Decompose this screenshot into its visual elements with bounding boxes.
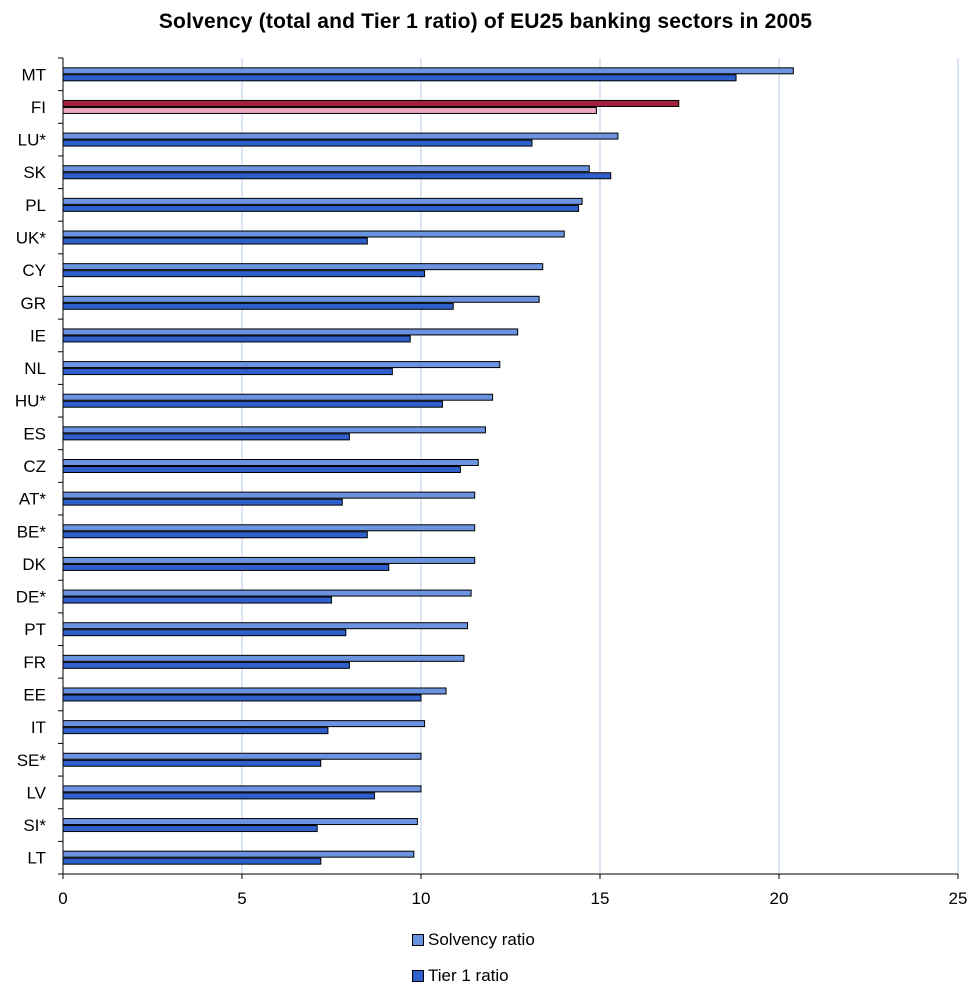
y-tick-label-CZ: CZ [23,457,46,476]
axis-layer [58,57,959,879]
legend-swatch-tier1 [412,970,424,982]
bar-tier1-UK [62,237,368,245]
bar-solvency-PL [62,197,583,205]
bar-solvency-FI [62,99,680,107]
y-tick-label-PT: PT [24,620,46,639]
y-tick-label-PL: PL [25,196,46,215]
bar-tier1-HU [62,400,443,408]
bar-solvency-DK [62,556,476,564]
legend-swatch-solvency [412,934,424,946]
y-tick-label-FI: FI [31,98,46,117]
x-tick-label-10: 10 [412,889,431,908]
y-tick-label-MT: MT [21,65,46,84]
y-tick-label-SE: SE* [17,751,47,770]
bar-solvency-FR [62,654,465,662]
y-tick-label-LT: LT [27,849,46,868]
bar-tier1-FI [62,106,597,114]
y-tick-label-NL: NL [24,359,46,378]
bar-tier1-PL [62,204,580,212]
bar-solvency-SE [62,752,422,760]
bar-solvency-UK [62,230,565,238]
x-tick-label-25: 25 [949,889,968,908]
y-tick-label-CY: CY [22,261,46,280]
bar-solvency-LT [62,850,415,858]
labels-layer: 0 5 10 15 20 25 MT FI LU* SK PL UK* CY GR IE NL HU* ES CZ A… [15,65,968,908]
bar-solvency-CZ [62,459,479,466]
legend-item-solvency: Solvency ratio [412,930,712,950]
y-tick-label-UK: UK* [16,229,47,248]
chart-title: Solvency (total and Tier 1 ratio) of EU2… [158,10,813,33]
bar-solvency-NL [62,361,501,369]
bars-layer [62,67,794,865]
bar-solvency-SK [62,165,590,173]
bar-tier1-DE [62,596,332,604]
bar-tier1-ES [62,433,350,441]
y-tick-label-LV: LV [26,783,46,802]
bar-tier1-GR [62,302,454,310]
bar-solvency-MT [62,67,794,75]
bar-tier1-MT [62,74,737,82]
y-tick-label-SI: SI* [23,816,46,835]
y-tick-label-FR: FR [23,653,46,672]
bar-solvency-EE [62,687,447,695]
legend-label-tier1: Tier 1 ratio [428,966,509,985]
bar-solvency-SI [62,818,418,826]
bar-solvency-PT [62,622,469,630]
bar-tier1-SK [62,172,612,180]
x-tick-label-15: 15 [591,889,610,908]
y-tick-label-GR: GR [21,294,47,313]
y-tick-label-DE: DE* [16,588,47,607]
bar-tier1-LT [62,857,322,865]
bar-tier1-LV [62,792,375,800]
bar-tier1-IE [62,335,411,343]
y-tick-label-SK: SK [23,163,46,182]
bar-tier1-NL [62,368,393,376]
legend-item-tier1: Tier 1 ratio [412,966,712,986]
y-tick-label-IE: IE [30,326,46,345]
x-tick-label-0: 0 [58,889,67,908]
bar-solvency-BE [62,524,476,532]
bar-tier1-IT [62,727,329,735]
y-tick-label-BE: BE* [17,522,47,541]
bar-tier1-PT [62,629,347,637]
y-tick-label-AT: AT* [19,490,46,509]
grid-layer [241,58,959,874]
y-tick-label-IT: IT [31,718,46,737]
bar-solvency-IE [62,328,519,336]
bar-tier1-FR [62,661,350,669]
bar-solvency-AT [62,491,476,499]
bar-solvency-CY [62,263,544,271]
bar-tier1-EE [62,694,422,702]
bar-tier1-BE [62,531,368,539]
bar-solvency-ES [62,426,486,434]
bar-tier1-LU [62,139,533,147]
bar-solvency-IT [62,720,426,728]
bar-tier1-CZ [62,466,461,473]
legend-label-solvency: Solvency ratio [428,930,535,949]
bar-tier1-SE [62,759,322,767]
bar-solvency-GR [62,295,540,303]
bar-tier1-AT [62,498,343,506]
y-tick-label-DK: DK [22,555,46,574]
bar-tier1-SI [62,825,318,833]
y-tick-label-HU: HU* [15,392,47,411]
bar-solvency-HU [62,393,494,401]
y-tick-label-LU: LU* [18,131,47,150]
bar-tier1-DK [62,563,390,571]
y-tick-label-EE: EE [23,685,46,704]
y-tick-label-ES: ES [23,424,46,443]
bar-solvency-LV [62,785,422,793]
bar-solvency-DE [62,589,472,597]
bar-solvency-LU [62,132,619,140]
bar-tier1-CY [62,270,426,278]
x-tick-label-20: 20 [770,889,789,908]
x-tick-label-5: 5 [237,889,246,908]
